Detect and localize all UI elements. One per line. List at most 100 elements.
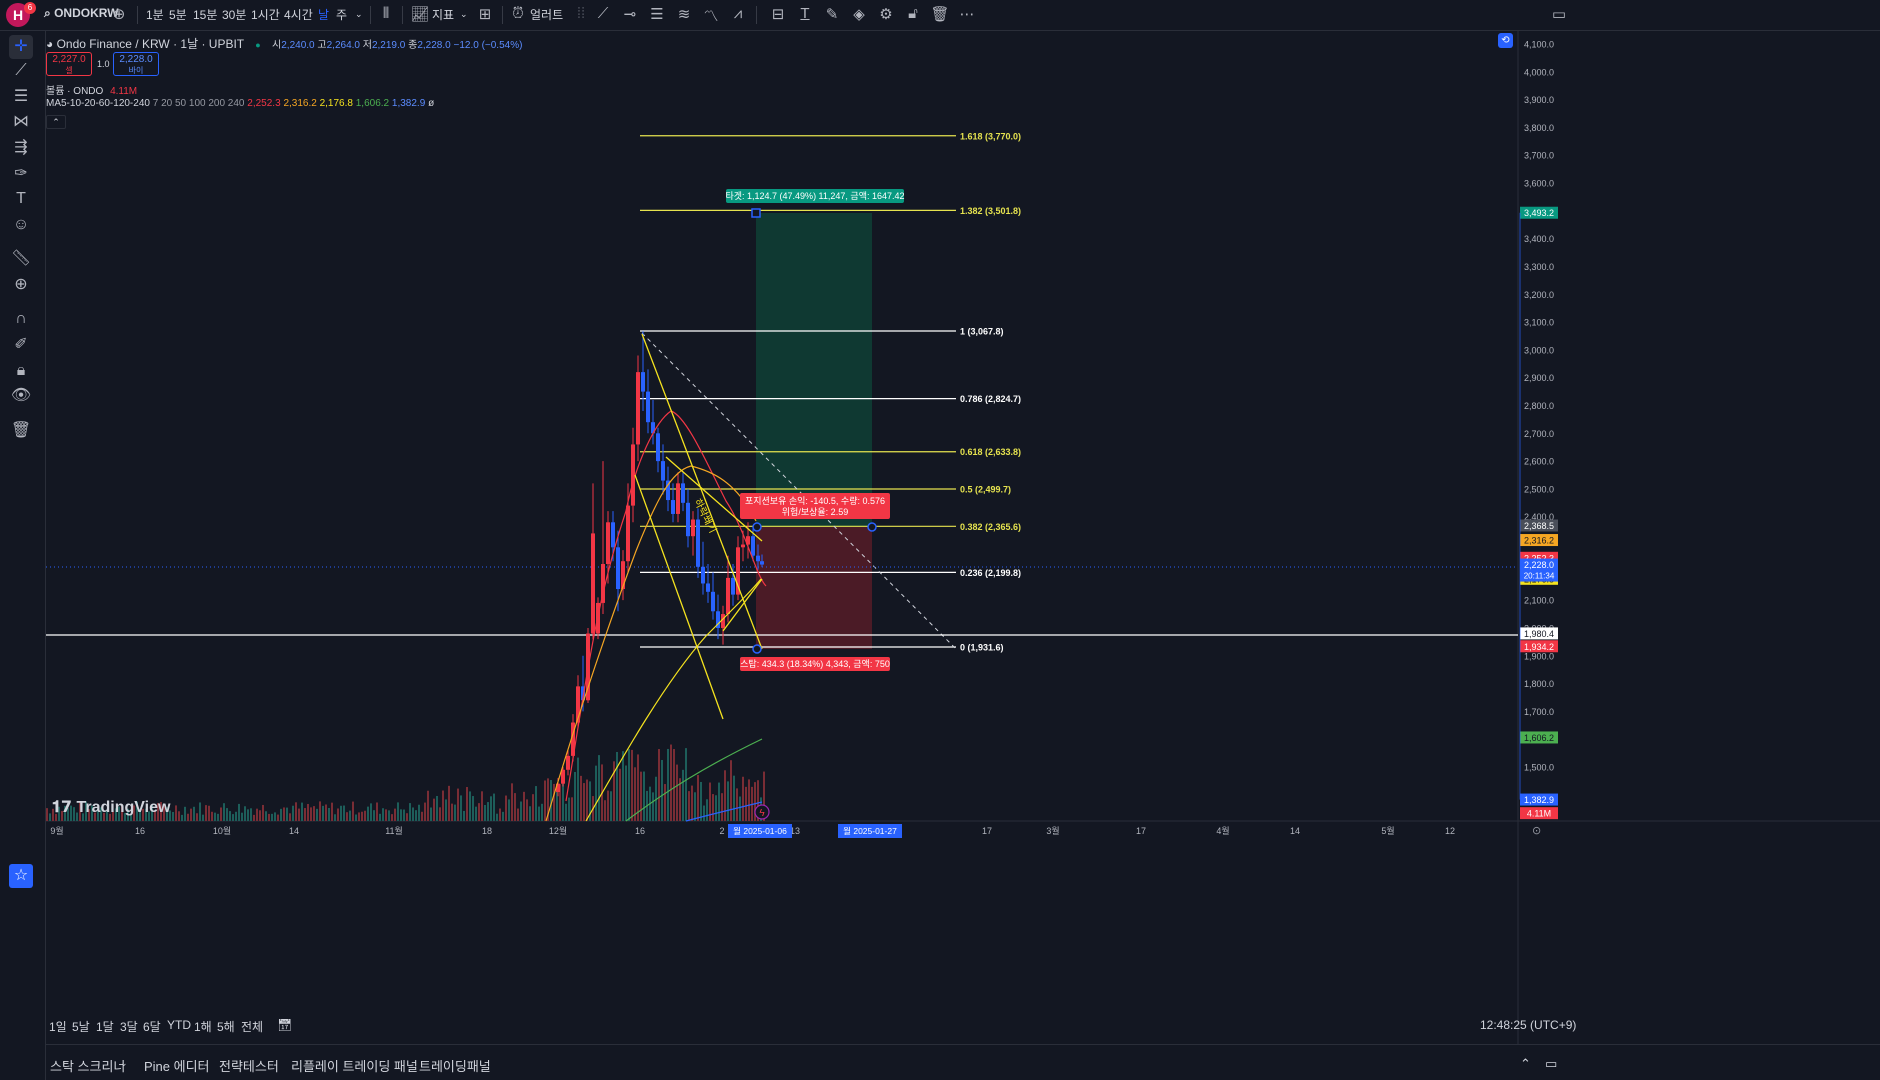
stay-drawing-icon[interactable]: ✐ (14, 336, 28, 353)
time-settings-icon[interactable]: ⊙ (1532, 825, 1542, 837)
interval-1w[interactable]: 주 (336, 8, 348, 22)
wedge-breakout-line[interactable] (722, 578, 763, 632)
text-color-icon[interactable]: T (800, 5, 810, 22)
trend-line-icon[interactable]: ⟋ (597, 5, 609, 22)
buy-button[interactable]: 2,228.0 바이 (113, 52, 159, 76)
fullscreen-icon[interactable]: ▭ (1551, 6, 1567, 23)
more-icon[interactable]: ⋯ (959, 6, 975, 23)
indicators-icon[interactable]: 📈︎ (410, 6, 430, 23)
trend-line-tool-icon[interactable]: ⟋ (15, 62, 27, 79)
range-5d[interactable]: 5날 (72, 1020, 90, 1034)
drag-handle-icon[interactable]: ⁞⁞ (576, 5, 586, 22)
range-all[interactable]: 전체 (241, 1020, 264, 1034)
stop-zone[interactable] (756, 527, 872, 649)
range-1y[interactable]: 1해 (194, 1020, 212, 1034)
wedge-upper-line[interactable] (641, 333, 763, 650)
range-5y[interactable]: 5해 (217, 1020, 235, 1034)
clock[interactable]: 12:48:25 (UTC+9) (1480, 1018, 1577, 1032)
regression-icon[interactable]: ≋ (677, 6, 691, 23)
favorites-star-icon[interactable]: ☆ (9, 864, 33, 888)
interval-1d[interactable]: 날 (318, 8, 330, 22)
symbol-search[interactable]: ⌕ ONDOKRW (44, 6, 119, 21)
date-range-icon[interactable]: 📅︎ (277, 1018, 293, 1032)
wedge-lower-line[interactable] (634, 474, 724, 720)
object-tree-icon[interactable]: ⊟ (771, 6, 785, 23)
hide-drawings-icon[interactable]: 👁︎ (10, 387, 32, 404)
price-axis[interactable]: 4,100.0 4,000.0 3,900.0 3,800.0 3,700.0 3,600… (1524, 40, 1554, 773)
tab-trading-panel[interactable]: 트레이딩패널 (419, 1059, 491, 1074)
quantity-field[interactable]: 1.0 (97, 59, 110, 69)
pattern-icon[interactable]: 〽 (703, 8, 719, 25)
ma-legend[interactable]: MA5-10-20-60-120-240 7 20 50 100 200 240… (46, 98, 434, 109)
tab-strategy-tester[interactable]: 전략테스터 (219, 1059, 279, 1074)
range-3m[interactable]: 3달 (120, 1020, 138, 1034)
entry-handle[interactable] (752, 522, 762, 532)
text-tool-icon[interactable]: T (16, 190, 26, 207)
wedge-inner-line[interactable] (665, 456, 763, 542)
range-1m[interactable]: 1달 (96, 1020, 114, 1034)
parallel-channel-icon[interactable]: ☰ (650, 6, 664, 23)
target-zone[interactable] (756, 213, 872, 528)
ruler-icon[interactable]: 📏︎ (10, 250, 32, 267)
fib-retracement[interactable]: 1.618 (3,770.0) 1.382 (3,501.8) 1 (3,067.8… (640, 131, 1021, 652)
volume-legend[interactable]: 볼륨 · ONDO 4.11M (46, 82, 137, 97)
indicators-dropdown-icon[interactable]: ⌄ (460, 9, 468, 19)
stop-handle[interactable] (752, 644, 762, 654)
interval-30m[interactable]: 30분 (222, 8, 247, 22)
time-axis[interactable]: 9월 16 10월 14 11월 18 12월 16 2 13 17 3월 17 4월 14 5월 12 월 20… (50, 824, 1455, 838)
trash-icon[interactable]: 🗑︎ (930, 6, 950, 23)
crosshair-icon[interactable]: ✛ (9, 35, 33, 59)
line-color-icon[interactable]: ✎ (825, 6, 839, 23)
magnet-icon[interactable]: ∩ (15, 310, 27, 327)
interval-15m[interactable]: 15분 (193, 8, 218, 22)
fib-tool-icon[interactable]: ☰ (13, 88, 29, 105)
emoji-tool-icon[interactable]: ☺ (12, 216, 30, 233)
layout-icon[interactable]: ⊞ (478, 6, 492, 23)
interval-1h[interactable]: 1시간 (251, 8, 280, 22)
horizontal-ray-icon[interactable]: ⊸ (623, 6, 637, 23)
stop-label-box[interactable] (740, 657, 890, 671)
price-tick: 2,100.0 (1524, 596, 1554, 606)
legend-title[interactable]: Ondo Finance / KRW · 1날 · UPBIT (56, 37, 244, 51)
range-ytd[interactable]: YTD (167, 1018, 191, 1032)
fib-trend-line[interactable] (641, 332, 957, 650)
indicators-button[interactable]: 지표 (432, 8, 455, 22)
chart-canvas[interactable]: 1.618 (3,770.0) 1.382 (3,501.8) 1 (3,067.8… (46, 31, 1880, 1044)
sell-button[interactable]: 2,227.0 셀 (46, 52, 92, 76)
lock-icon[interactable]: 🔓︎ (908, 5, 918, 22)
pattern-tool-icon[interactable]: ⋈ (13, 113, 29, 130)
interval-5m[interactable]: 5분 (169, 8, 187, 22)
chart-area[interactable]: 1.618 (3,770.0) 1.382 (3,501.8) 1 (3,067.8… (46, 31, 1880, 1044)
remove-drawings-icon[interactable]: 🗑︎ (10, 422, 32, 439)
collapse-legend-icon[interactable]: ⌃ (46, 115, 66, 129)
chart-settings-icon[interactable]: ⟲ (1498, 33, 1513, 48)
event-marker[interactable] (754, 804, 770, 820)
elliott-icon[interactable]: ⩘ (733, 5, 743, 22)
candle-type-icon[interactable]: ⫴ (382, 5, 390, 22)
tab-stock-screener[interactable]: 스탁 스크리너 (50, 1059, 126, 1074)
prediction-tool-icon[interactable]: ⇶ (14, 139, 28, 156)
interval-1m[interactable]: 1분 (146, 8, 164, 22)
brush-tool-icon[interactable]: ✑ (14, 165, 28, 182)
interval-dropdown-icon[interactable]: ⌄ (355, 9, 363, 19)
range-1d[interactable]: 1일 (49, 1020, 67, 1034)
settings-icon[interactable]: ⚙ (879, 6, 893, 23)
collapse-panel-icon[interactable]: ⌃ (1520, 1056, 1531, 1071)
target-handle[interactable] (751, 208, 761, 218)
maximize-panel-icon[interactable]: ▭ (1545, 1056, 1558, 1071)
alert-icon[interactable]: ⏰︎ (512, 5, 524, 22)
open-pnl-label-box[interactable] (740, 493, 890, 519)
lock-drawings-icon[interactable]: 🔒︎ (16, 362, 26, 379)
entry-right-handle[interactable] (867, 522, 877, 532)
price-badge (1520, 519, 1558, 532)
screener-dropdown-icon[interactable]: ⌄ (120, 1058, 128, 1068)
alert-button[interactable]: 얼러트 (530, 8, 564, 22)
fill-color-icon[interactable]: ◈ (853, 6, 865, 23)
interval-4h[interactable]: 4시간 (284, 8, 313, 22)
range-6m[interactable]: 6달 (143, 1020, 161, 1034)
add-symbol-icon[interactable]: ⊕ (112, 6, 126, 23)
tab-replay-panel[interactable]: 리플레이 트레이딩 패널 (291, 1059, 418, 1074)
tab-pine-editor[interactable]: Pine 에디터 (144, 1059, 210, 1074)
target-label-box[interactable] (726, 189, 904, 203)
zoom-in-icon[interactable]: ⊕ (14, 276, 28, 293)
